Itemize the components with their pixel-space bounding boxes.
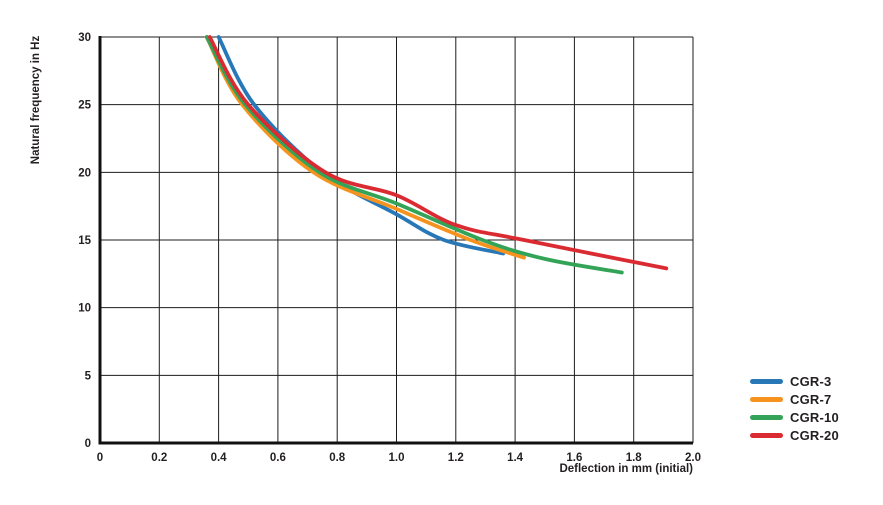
legend-swatch-CGR-3: [750, 379, 783, 384]
legend-swatch-CGR-10: [750, 415, 783, 420]
series-curve-CGR-20: [207, 35, 669, 271]
series-curves: [204, 35, 669, 275]
legend-swatch-CGR-20: [750, 433, 783, 438]
y-tick-label: 25: [78, 100, 91, 112]
x-tick-label: 1.4: [507, 452, 524, 464]
legend-item-CGR-20: CGR-20: [750, 429, 839, 442]
gridlines: [100, 36, 694, 443]
x-tick-label: 0.8: [329, 452, 346, 464]
series-curve-CGR-7: [204, 35, 526, 260]
tick-labels: 0 5 10 15 20 25 30 0 0.2 0.4 0.6 0.8 1.0 1.2 1.4 1.6 1.8…: [78, 32, 701, 464]
y-tick-label: 0: [85, 438, 91, 450]
y-tick-label: 10: [78, 303, 91, 315]
y-tick-label: 20: [78, 167, 91, 179]
x-tick-label: 0.2: [151, 452, 167, 464]
x-tick-label: 0.6: [270, 452, 286, 464]
legend-label: CGR-10: [790, 410, 839, 425]
series-curve-CGR-10: [204, 35, 624, 275]
legend-label: CGR-3: [790, 374, 832, 389]
y-tick-label: 5: [85, 370, 92, 382]
legend-swatch-CGR-7: [750, 397, 783, 402]
x-tick-label: 2.0: [685, 452, 701, 464]
y-tick-label: 15: [78, 235, 91, 247]
legend-item-CGR-7: CGR-7: [750, 393, 839, 406]
legend-label: CGR-7: [790, 392, 832, 407]
x-tick-label: 1.6: [566, 452, 582, 464]
axes: [98, 36, 693, 445]
legend-item-CGR-10: CGR-10: [750, 411, 839, 424]
legend-item-CGR-3: CGR-3: [750, 375, 839, 388]
x-tick-label: 0.4: [211, 452, 228, 464]
x-tick-label: 0: [97, 452, 103, 464]
y-tick-label: 30: [78, 32, 91, 44]
x-tick-label: 1.8: [626, 452, 643, 464]
legend: CGR-3 CGR-7 CGR-10 CGR-20: [750, 375, 839, 442]
x-axis-title: Deflection in mm (initial): [559, 463, 693, 475]
x-tick-label: 1.0: [389, 452, 405, 464]
x-tick-label: 1.2: [448, 452, 464, 464]
series-curve-CGR-3: [216, 35, 506, 256]
y-axis-title: Natural frequency in Hz: [30, 36, 42, 165]
legend-label: CGR-20: [790, 428, 839, 443]
